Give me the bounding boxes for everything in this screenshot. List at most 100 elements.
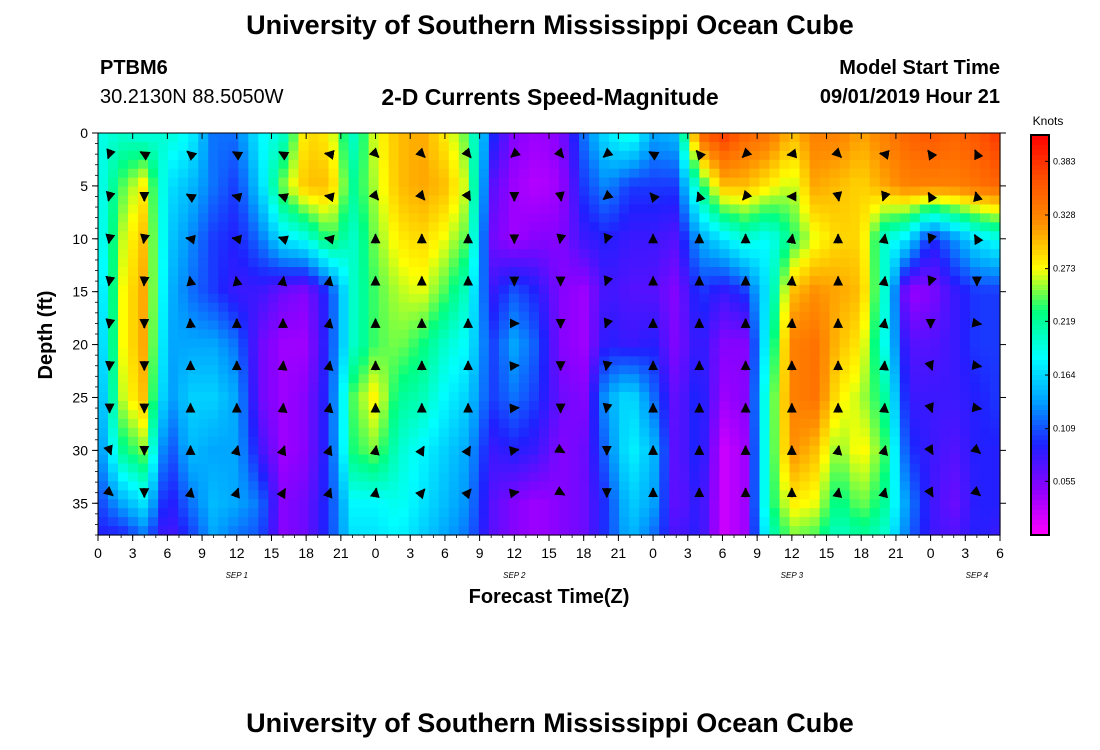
heatmap-cell bbox=[559, 133, 570, 143]
heatmap-cell bbox=[839, 347, 851, 357]
heatmap-cell bbox=[549, 454, 560, 465]
heatmap-cell bbox=[498, 159, 510, 170]
heatmap-cell bbox=[308, 436, 320, 447]
heatmap-cell bbox=[438, 392, 450, 402]
heatmap-cell bbox=[949, 204, 961, 214]
heatmap-cell bbox=[719, 490, 730, 500]
heatmap-cell bbox=[438, 293, 450, 304]
heatmap-cell bbox=[348, 427, 360, 438]
heatmap-cell bbox=[669, 311, 680, 322]
heatmap-cell bbox=[108, 338, 119, 348]
vector-arrow bbox=[186, 275, 197, 287]
heatmap-cell bbox=[208, 267, 219, 277]
heatmap-cell bbox=[669, 374, 680, 384]
heatmap-cell bbox=[929, 463, 941, 474]
heatmap-cell bbox=[508, 517, 520, 527]
heatmap-cell bbox=[769, 159, 781, 170]
heatmap-cell bbox=[518, 267, 530, 277]
heatmap-cell bbox=[599, 141, 610, 152]
heatmap-cell bbox=[849, 526, 861, 536]
heatmap-cell bbox=[729, 293, 741, 304]
heatmap-cell bbox=[909, 267, 921, 277]
heatmap-cell bbox=[298, 508, 310, 518]
heatmap-cell bbox=[428, 517, 440, 527]
heatmap-cell bbox=[899, 267, 911, 277]
heatmap-cell bbox=[498, 177, 510, 188]
heatmap-cell bbox=[759, 141, 771, 152]
heatmap-cell bbox=[699, 186, 710, 197]
heatmap-cell bbox=[719, 463, 730, 474]
heatmap-cell bbox=[378, 436, 390, 447]
heatmap-cell bbox=[228, 517, 239, 527]
heatmap-cell bbox=[338, 508, 350, 518]
colorbar-band bbox=[1031, 200, 1049, 206]
heatmap-cell bbox=[198, 526, 209, 536]
heatmap-cell bbox=[869, 409, 881, 420]
heatmap-cell bbox=[398, 213, 410, 223]
heatmap-cell bbox=[108, 204, 119, 214]
heatmap-cell bbox=[178, 311, 189, 322]
heatmap-cell bbox=[649, 293, 660, 304]
heatmap-cell bbox=[238, 401, 249, 411]
heatmap-cell bbox=[719, 222, 730, 232]
heatmap-cell bbox=[308, 204, 320, 214]
heatmap-cell bbox=[949, 195, 961, 206]
heatmap-cell bbox=[799, 427, 811, 438]
heatmap-cell bbox=[889, 150, 901, 161]
heatmap-cell bbox=[909, 186, 921, 197]
heatmap-cell bbox=[769, 302, 781, 313]
heatmap-cell bbox=[128, 267, 139, 277]
heatmap-cell bbox=[579, 481, 590, 491]
heatmap-cell bbox=[358, 150, 370, 161]
heatmap-cell bbox=[679, 213, 690, 223]
heatmap-cell bbox=[809, 168, 821, 179]
heatmap-cell bbox=[749, 133, 761, 143]
heatmap-cell bbox=[629, 204, 640, 214]
heatmap-cell bbox=[679, 284, 690, 295]
heatmap-cell bbox=[218, 302, 229, 313]
heatmap-cell bbox=[749, 186, 761, 197]
heatmap-cell bbox=[849, 204, 861, 214]
heatmap-cell bbox=[378, 454, 390, 465]
heatmap-cell bbox=[218, 374, 229, 384]
heatmap-cell bbox=[719, 213, 730, 223]
heatmap-cell bbox=[819, 383, 831, 393]
heatmap-cell bbox=[138, 293, 149, 304]
heatmap-cell bbox=[619, 195, 630, 206]
heatmap-cell bbox=[468, 204, 480, 214]
heatmap-cell bbox=[619, 329, 630, 340]
heatmap-cell bbox=[739, 472, 751, 482]
heatmap-cell bbox=[639, 445, 650, 456]
heatmap-cell bbox=[398, 195, 410, 206]
heatmap-cell bbox=[298, 133, 310, 143]
heatmap-cell bbox=[579, 517, 590, 527]
heatmap-cell bbox=[298, 302, 310, 313]
heatmap-cell bbox=[989, 463, 1001, 474]
heatmap-cell bbox=[448, 275, 460, 286]
heatmap-cell bbox=[879, 454, 891, 465]
heatmap-cell bbox=[278, 499, 290, 509]
heatmap-cell bbox=[959, 401, 971, 411]
heatmap-cell bbox=[308, 222, 320, 232]
heatmap-cell bbox=[448, 383, 460, 393]
heatmap-cell bbox=[498, 508, 510, 518]
heatmap-cell bbox=[659, 356, 670, 366]
heatmap-cell bbox=[178, 356, 189, 366]
heatmap-cell bbox=[388, 293, 400, 304]
heatmap-cell bbox=[959, 418, 971, 429]
heatmap-cell bbox=[909, 240, 921, 250]
colorbar-tick-label: 0.328 bbox=[1053, 210, 1076, 220]
heatmap-cell bbox=[128, 320, 139, 331]
heatmap-cell bbox=[218, 258, 229, 268]
heatmap-cell bbox=[779, 275, 791, 286]
heatmap-cell bbox=[799, 392, 811, 402]
heatmap-cell bbox=[949, 150, 961, 161]
heatmap-cell bbox=[629, 374, 640, 384]
heatmap-cell bbox=[338, 159, 350, 170]
heatmap-cell bbox=[659, 302, 670, 313]
heatmap-cell bbox=[478, 186, 490, 197]
heatmap-cell bbox=[508, 347, 520, 357]
heatmap-cell bbox=[989, 222, 1001, 232]
heatmap-cell bbox=[699, 231, 710, 241]
heatmap-cell bbox=[138, 481, 149, 491]
